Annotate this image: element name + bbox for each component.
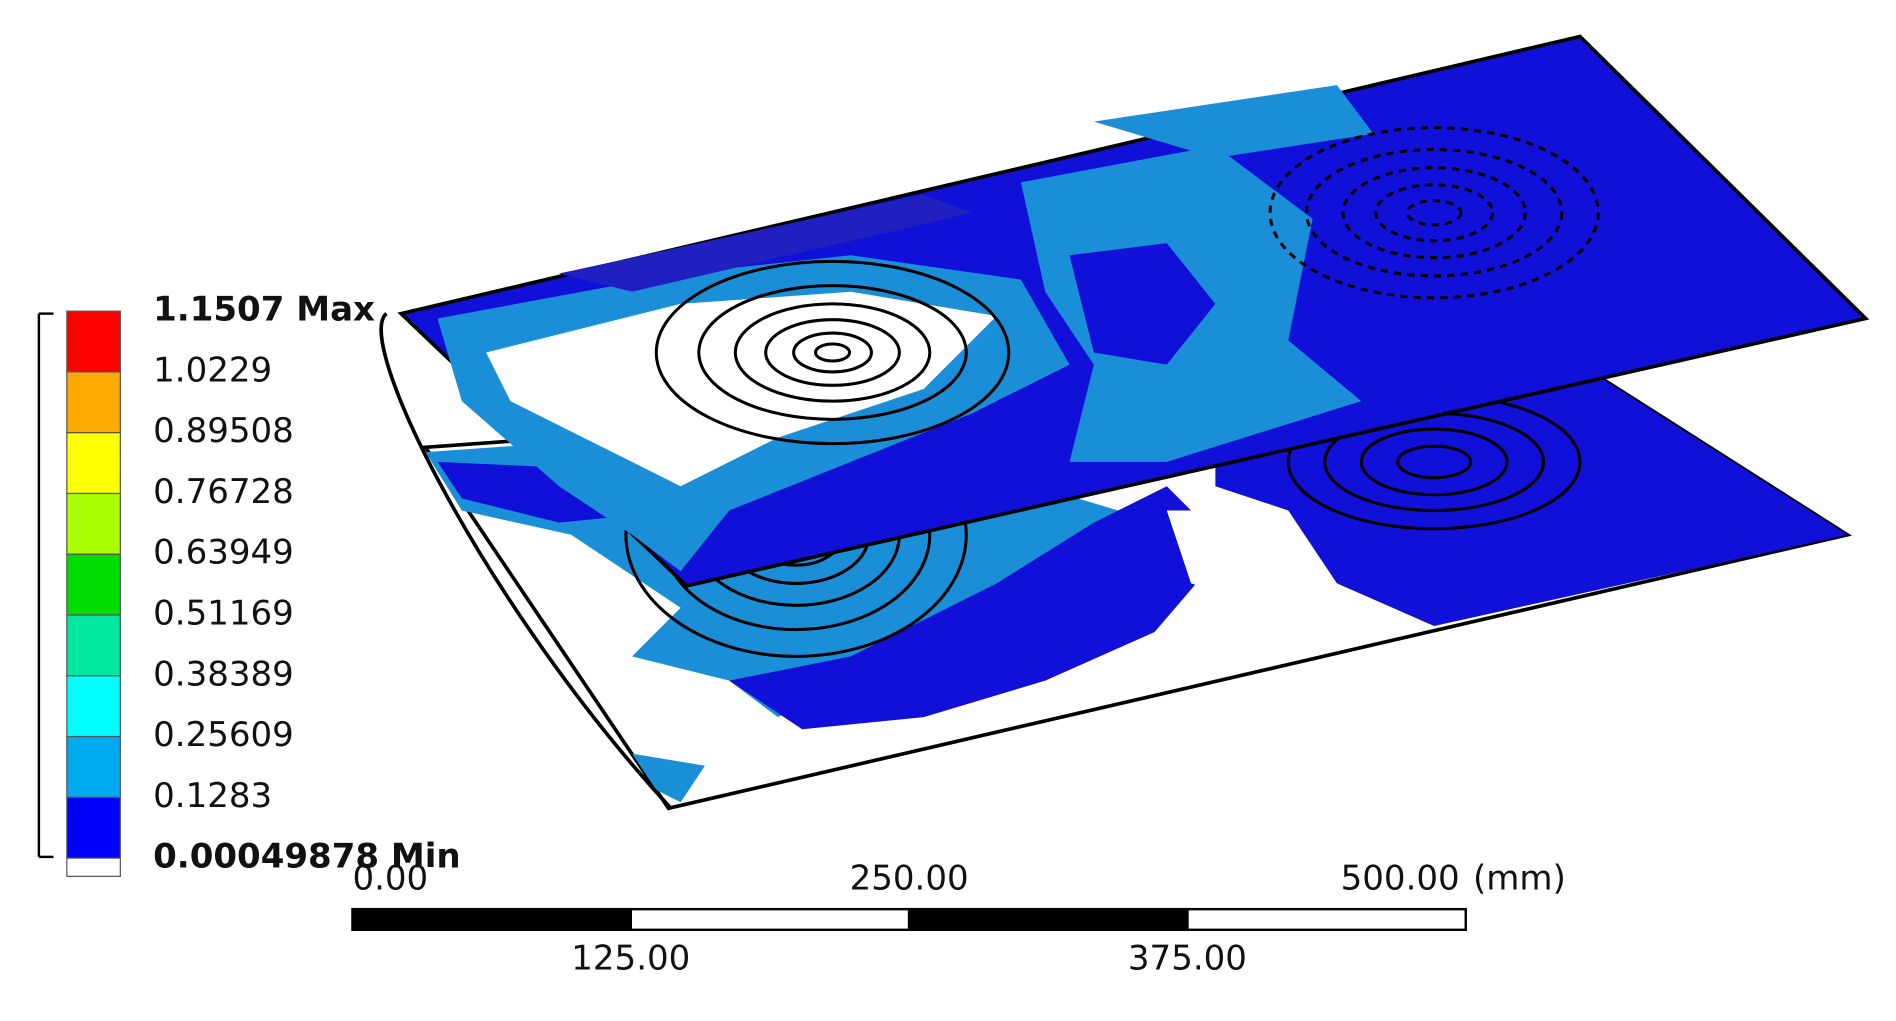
scale-segment [629, 907, 911, 932]
upper-patch [1069, 243, 1216, 365]
legend-swatch [66, 492, 121, 555]
upper-patch [486, 291, 997, 487]
scale-label: 500.00 [1341, 858, 1460, 898]
lower-patch [1166, 510, 1325, 608]
profile-edge [379, 312, 673, 810]
legend-swatch [66, 432, 121, 495]
legend-label: 1.0229 [153, 350, 272, 390]
scale-segment [351, 907, 632, 932]
legend-swatch [66, 857, 121, 877]
scale-bar: 0.00 250.00 500.00 (mm) 125.00 375.00 [351, 858, 1566, 979]
legend-swatch [66, 796, 121, 859]
scale-unit: (mm) [1473, 858, 1566, 898]
legend-swatch [66, 614, 121, 677]
legend-label: 0.76728 [153, 472, 294, 512]
legend-label: 0.00049878 Min [153, 837, 461, 877]
model [379, 34, 1870, 811]
scale-label: 0.00 [352, 858, 428, 898]
legend-label: 0.89508 [153, 411, 294, 451]
upper-patch [559, 194, 973, 292]
upper-patch [1093, 85, 1374, 159]
legend-swatch [66, 553, 121, 616]
upper-contours [654, 126, 1600, 446]
scale-segment [1186, 907, 1467, 932]
scale-segment [907, 907, 1189, 932]
lower-patch [729, 486, 1228, 730]
legend-label: 0.38389 [153, 654, 294, 694]
legend-label: 0.63949 [153, 533, 294, 573]
scale-label: 250.00 [850, 858, 969, 898]
lower-patch [632, 753, 705, 803]
legend-swatch [66, 371, 121, 434]
legend-swatch [66, 735, 121, 798]
scale-label: 375.00 [1128, 939, 1247, 979]
legend-label: 0.25609 [153, 715, 294, 755]
legend-swatch [66, 675, 121, 738]
legend: 1.1507 Max 1.0229 0.89508 0.76728 0.63949 0.5… [66, 290, 461, 877]
legend-label: 0.1283 [153, 776, 272, 816]
legend-label: 1.1507 Max [153, 290, 375, 330]
legend-swatch [66, 310, 121, 373]
legend-label: 0.51169 [153, 594, 294, 634]
scale-label: 125.00 [571, 939, 690, 979]
